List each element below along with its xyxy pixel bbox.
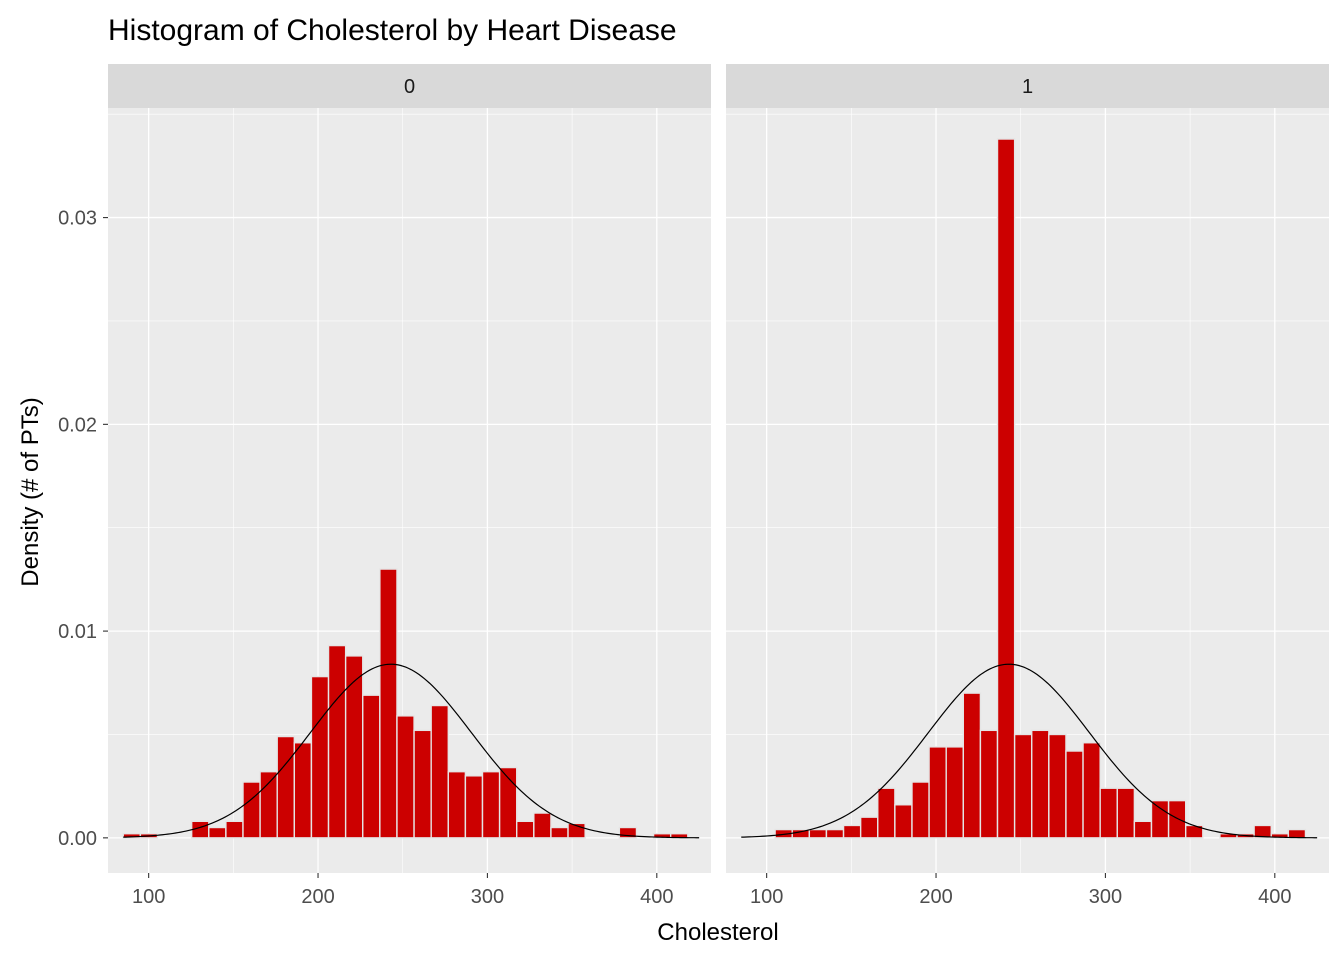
histogram-bar <box>208 826 227 839</box>
facet-panel-0: 0 100 200 300 400 <box>108 64 711 908</box>
histogram-bar <box>1048 733 1067 839</box>
y-tick-label: 0.03 <box>58 208 97 230</box>
histogram-bar <box>396 715 415 839</box>
histogram-bar <box>1116 787 1136 839</box>
x-tick-label: 300 <box>471 886 504 908</box>
histogram-bar <box>344 655 364 839</box>
histogram-bar <box>447 770 467 839</box>
facet-strip <box>726 64 1329 108</box>
facet-strip-label: 1 <box>1022 76 1033 98</box>
histogram-bar <box>293 742 313 839</box>
x-axis-title: Cholesterol <box>657 919 778 946</box>
facet-panels: 0 100 200 300 400 1 100 200 300 400 <box>108 64 1329 908</box>
histogram-bar <box>225 820 244 839</box>
histogram-bar <box>1099 787 1118 839</box>
x-tick-label: 200 <box>919 886 952 908</box>
histogram-bar <box>842 824 862 839</box>
histogram-bar <box>979 729 999 839</box>
histogram-bar <box>877 787 896 839</box>
histogram-bar <box>379 568 398 839</box>
histogram-bar <box>808 828 828 839</box>
histogram-bar <box>413 729 432 839</box>
facet-strip-label: 0 <box>404 76 415 98</box>
y-tick-label: 0.02 <box>58 414 97 436</box>
normal-density-curve <box>123 663 700 839</box>
histogram-bar <box>1013 733 1033 839</box>
facet-strip <box>108 64 711 108</box>
histogram-bar <box>1065 750 1084 839</box>
histogram-bar <box>550 826 569 839</box>
histogram-bar <box>276 735 296 839</box>
y-axis-title: Density (# of PTs) <box>17 397 44 586</box>
x-tick-label: 400 <box>640 886 673 908</box>
histogram-bar <box>894 804 913 839</box>
histogram-bar <box>430 704 449 839</box>
histogram-bar <box>481 770 501 839</box>
histogram-bar <box>310 675 330 839</box>
histogram-bar <box>464 775 484 839</box>
histogram-bar <box>859 816 879 839</box>
histogram-bar <box>1287 828 1307 839</box>
histogram-bar <box>259 770 278 839</box>
x-tick-label: 400 <box>1258 886 1291 908</box>
x-tick-label: 200 <box>301 886 334 908</box>
histogram-bar <box>516 820 535 839</box>
histogram-bar <box>533 812 552 839</box>
x-tick-label: 100 <box>750 886 783 908</box>
histogram-bar <box>1167 799 1187 839</box>
histogram-bar <box>1150 799 1170 839</box>
histogram-bar <box>1082 742 1101 839</box>
histogram-bar <box>1253 824 1272 839</box>
y-tick-label: 0.01 <box>58 621 97 643</box>
facet-panel-1: 1 100 200 300 400 <box>726 64 1329 908</box>
histogram-bar <box>1031 729 1050 839</box>
histogram-bar <box>327 644 347 839</box>
y-axis: 0.00 0.01 0.02 0.03 <box>58 208 108 850</box>
histogram-bar <box>928 746 947 839</box>
histogram-bar <box>362 694 381 839</box>
histogram-bar <box>618 826 638 839</box>
histogram-bar <box>996 138 1016 839</box>
histogram-bar <box>242 781 261 839</box>
chart-title: Histogram of Cholesterol by Heart Diseas… <box>108 14 677 47</box>
histogram-bar <box>1133 820 1153 839</box>
y-tick-label: 0.00 <box>58 828 97 850</box>
histogram-bar <box>911 781 930 839</box>
x-tick-label: 300 <box>1089 886 1122 908</box>
histogram-bar <box>825 828 845 839</box>
histogram-bar <box>498 766 518 839</box>
normal-density-curve <box>741 663 1318 839</box>
x-tick-label: 100 <box>132 886 165 908</box>
histogram-bar <box>962 692 982 839</box>
histogram-bar <box>945 746 965 839</box>
